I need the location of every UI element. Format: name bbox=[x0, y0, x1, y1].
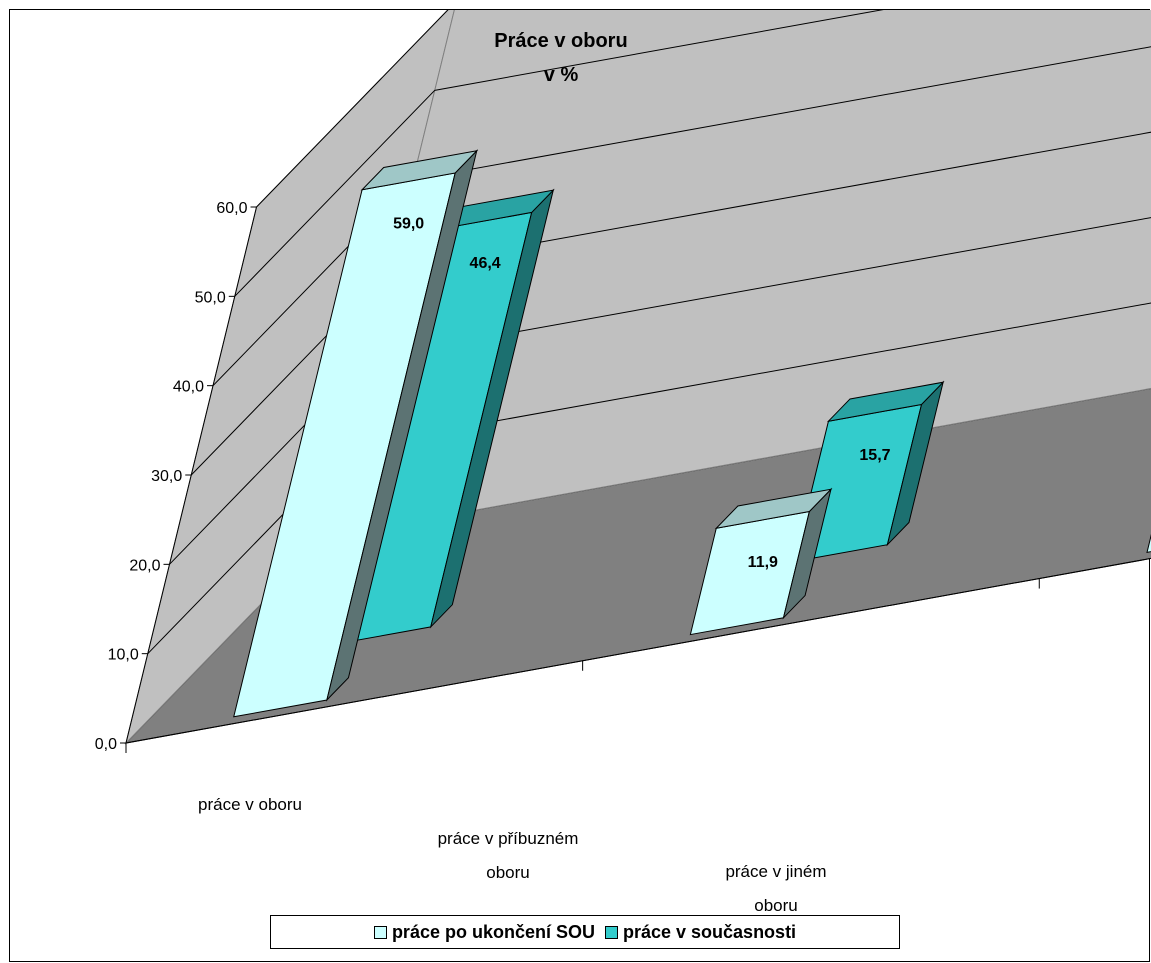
y-tick-label: 40,0 bbox=[173, 379, 204, 396]
chart-subtitle: v % bbox=[544, 64, 579, 86]
x-category-label: oboru bbox=[754, 896, 797, 915]
gridline bbox=[256, 10, 449, 208]
y-tick-label: 10,0 bbox=[108, 647, 139, 664]
y-axis-line bbox=[125, 206, 258, 744]
bar-1-2 bbox=[689, 487, 833, 636]
legend-label-series-1: práce po ukončení SOU bbox=[391, 921, 595, 942]
y-tick-label: 30,0 bbox=[151, 468, 182, 485]
legend-swatch-series-1 bbox=[373, 925, 387, 939]
x-axis-line bbox=[125, 557, 1151, 744]
y-tick-label: 0,0 bbox=[95, 736, 117, 753]
legend-item-series-1: práce po ukončení SOU bbox=[373, 921, 595, 943]
x-category-label: práce v příbuzném bbox=[438, 829, 579, 848]
bar-top-face bbox=[714, 488, 833, 530]
gridline bbox=[234, 10, 884, 297]
bar-top-face bbox=[826, 381, 945, 422]
data-label: 15,7 bbox=[859, 447, 890, 464]
data-label: 46,4 bbox=[470, 255, 501, 272]
bar-2-1 bbox=[336, 188, 555, 645]
y-tick-label: 60,0 bbox=[216, 200, 247, 217]
data-label: 59,0 bbox=[393, 215, 424, 232]
legend: práce po ukončení SOU práce v současnost… bbox=[270, 915, 900, 949]
x-category-label: práce v jiném bbox=[725, 862, 826, 881]
bar-top-face bbox=[360, 149, 479, 191]
y-tick-label: 20,0 bbox=[129, 557, 160, 574]
chart-title: Práce v oboru bbox=[494, 30, 627, 52]
bar-1-1 bbox=[233, 149, 479, 718]
bar-2-2 bbox=[793, 380, 945, 563]
chart-area: 0,0 10,0 20,0 30,0 40,0 50,0 60,0 práce v oboru… bbox=[9, 9, 1151, 962]
legend-swatch-series-2 bbox=[604, 925, 618, 939]
y-tick-label: 50,0 bbox=[195, 289, 226, 306]
x-category-label: oboru bbox=[486, 863, 529, 882]
bar-1-3 bbox=[1146, 533, 1151, 553]
chart-plot: 0,0 10,0 20,0 30,0 40,0 50,0 60,0 práce v oboru… bbox=[95, 10, 1151, 915]
axes: 0,0 10,0 20,0 30,0 40,0 50,0 60,0 práce v oboru… bbox=[95, 200, 1151, 915]
bar-front-face bbox=[1146, 533, 1151, 553]
x-category-label: práce v oboru bbox=[198, 795, 302, 814]
data-label: 11,9 bbox=[748, 554, 778, 571]
bars bbox=[233, 149, 1151, 718]
legend-label-series-2: práce v současnosti bbox=[622, 921, 797, 942]
legend-item-series-2: práce v současnosti bbox=[604, 921, 797, 943]
data-labels: 46,459,015,711,937,929,0 bbox=[393, 215, 891, 571]
